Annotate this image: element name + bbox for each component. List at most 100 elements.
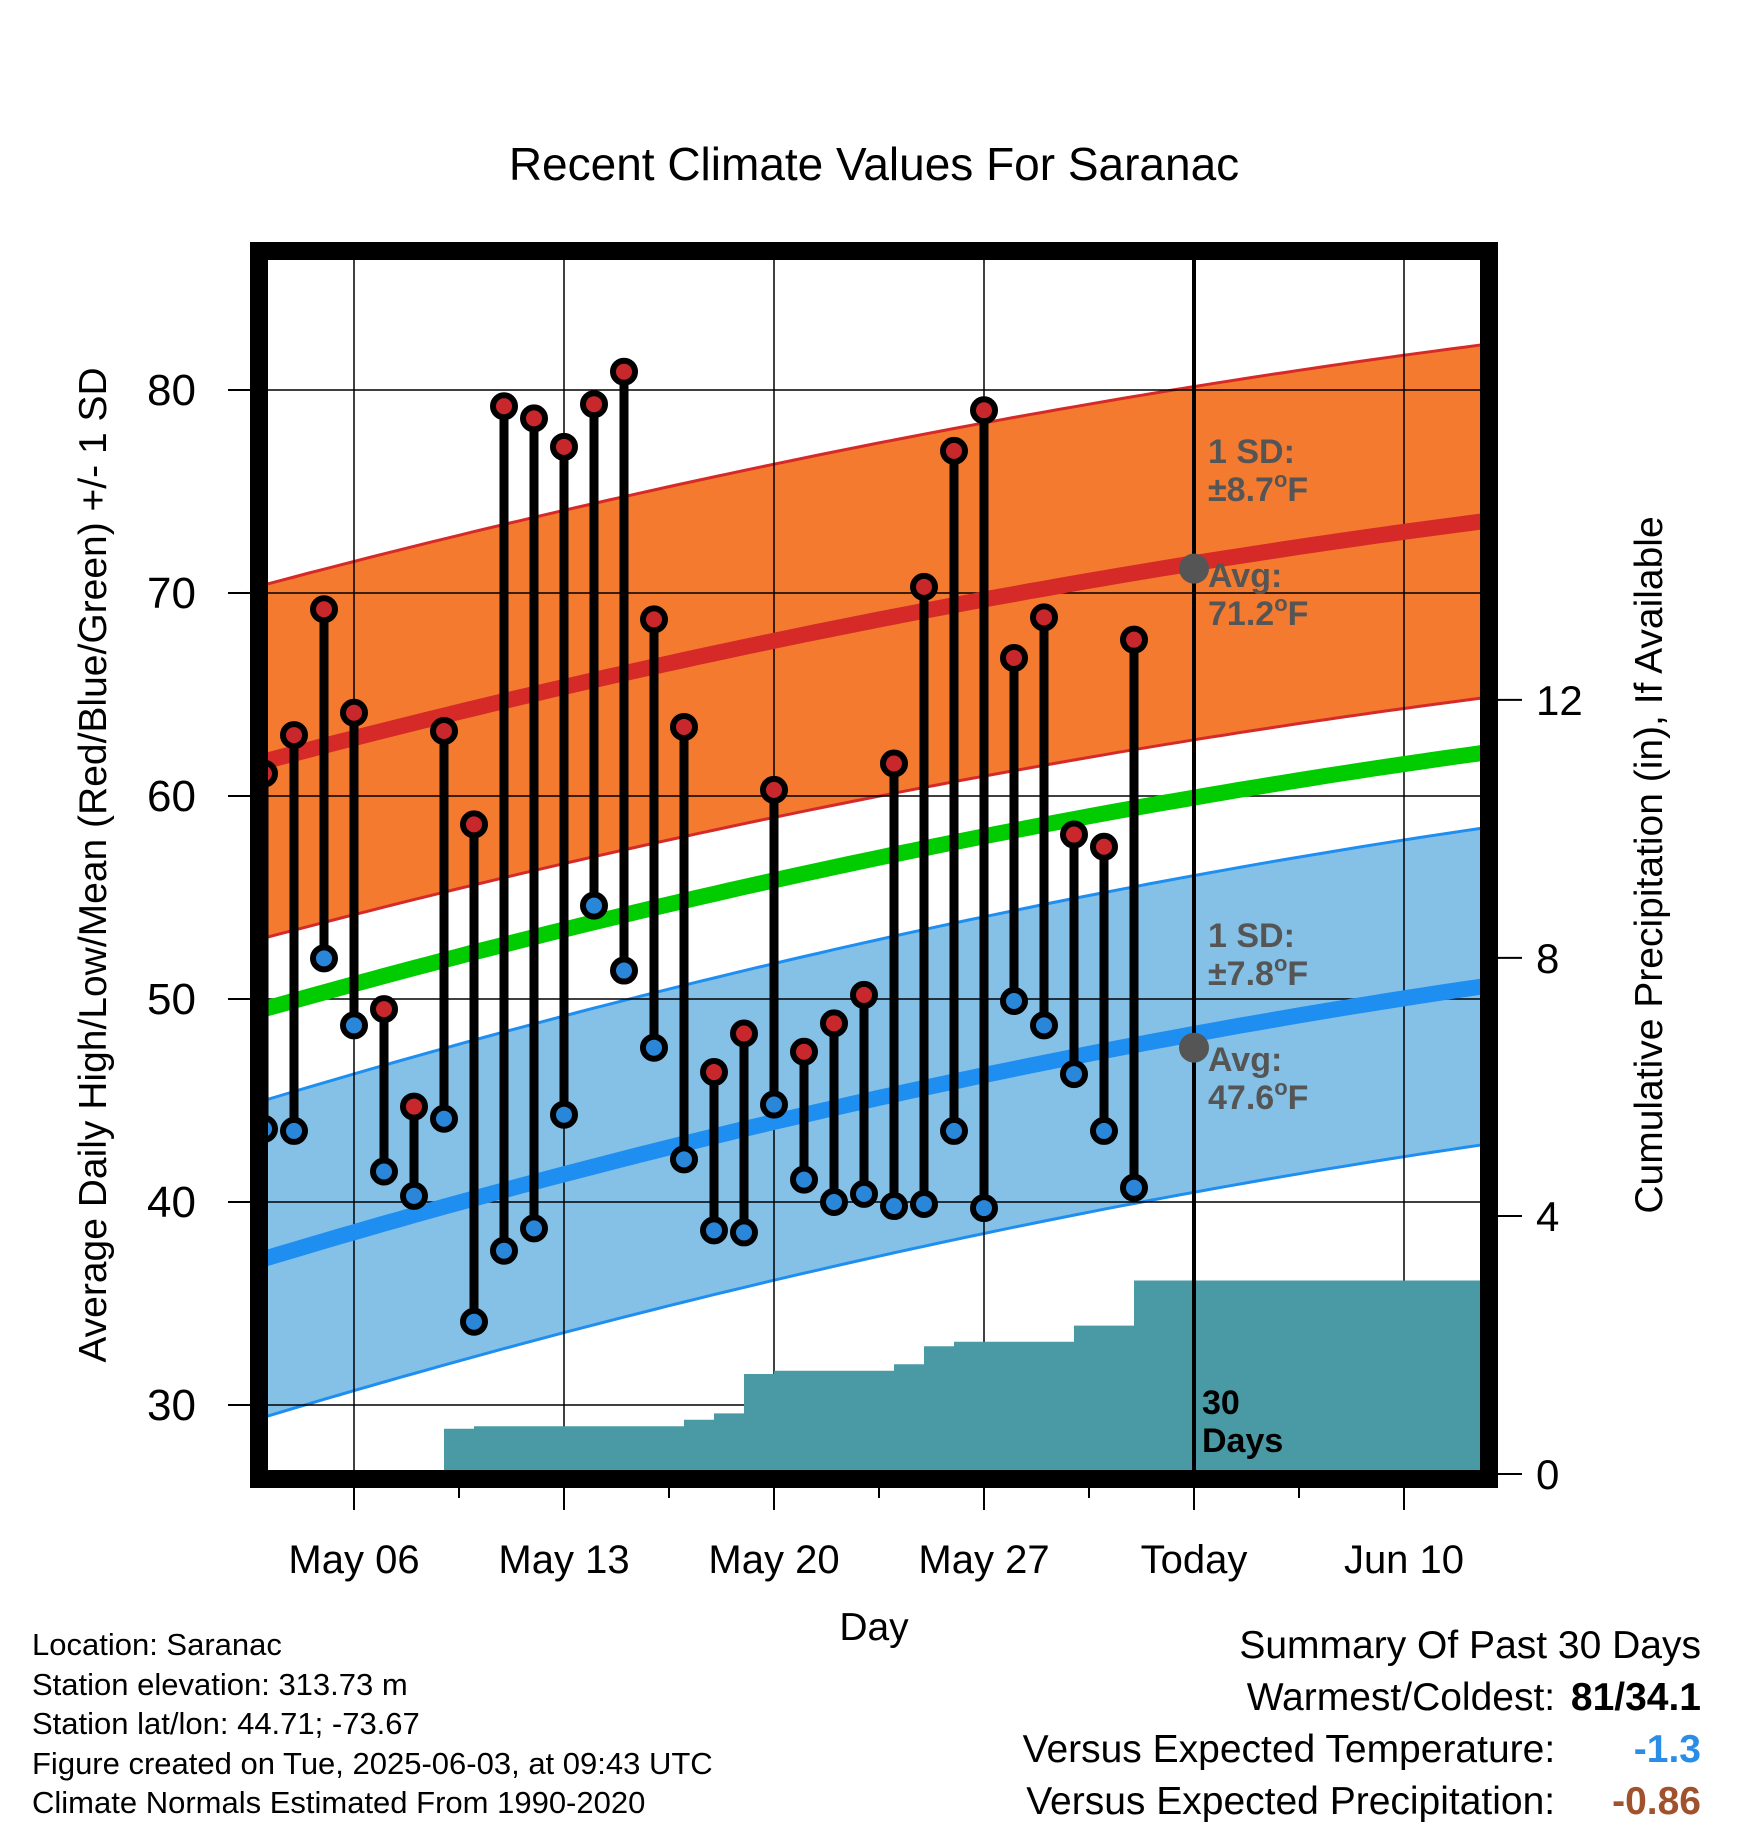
daily-low-point	[610, 956, 638, 985]
period-label-line-1: 30	[1202, 1384, 1240, 1422]
station-info: Location: Saranac Station elevation: 313…	[32, 1625, 713, 1823]
summary-title: Summary Of Past 30 Days	[1239, 1624, 1701, 1667]
daily-low-point	[1060, 1060, 1088, 1089]
daily-high-point	[880, 749, 908, 778]
daily-high-point	[700, 1058, 728, 1087]
x-tick-label: May 06	[288, 1538, 419, 1582]
low-sd-label-line-2: ±7.8oF	[1208, 951, 1308, 993]
daily-high-point	[580, 390, 608, 419]
precip-area-fill	[414, 1280, 1484, 1474]
x-tick-label: May 20	[708, 1538, 839, 1582]
low-avg-label-line-1: Avg:	[1208, 1041, 1282, 1079]
precip-value: -0.86	[1612, 1780, 1701, 1823]
daily-low-point	[760, 1090, 788, 1119]
daily-low-point	[280, 1116, 308, 1145]
latlon-text: Station lat/lon: 44.71; -73.67	[32, 1706, 420, 1741]
daily-low-point	[340, 1011, 368, 1040]
warmest-value: 81/34.1	[1570, 1676, 1701, 1719]
low-sd-band	[264, 826, 1484, 1419]
daily-high-point	[760, 775, 788, 804]
precip-area	[414, 1280, 1484, 1474]
daily-low-point	[400, 1181, 428, 1210]
daily-high-point	[610, 357, 638, 386]
elevation-text: Station elevation: 313.73 m	[32, 1666, 408, 1702]
y-axis-label-right: Cumulative Precipitation (in), If Availa…	[1628, 516, 1671, 1213]
chart-title: Recent Climate Values For Saranac	[509, 138, 1239, 190]
daily-low-point	[880, 1192, 908, 1221]
daily-high-point	[1000, 643, 1028, 672]
daily-low-point	[430, 1104, 458, 1133]
normal-high-line	[264, 513, 1484, 770]
daily-low-point	[370, 1157, 398, 1186]
daily-high-point	[670, 712, 698, 741]
daily-high-point	[340, 698, 368, 727]
temp-value: -1.3	[1633, 1728, 1701, 1771]
daily-high-point	[310, 595, 338, 624]
daily-high-point	[400, 1092, 428, 1121]
daily-high-point	[970, 396, 998, 425]
daily-high-point	[520, 404, 548, 433]
y-tick-label-left: 70	[147, 569, 196, 618]
high-sd-band	[264, 343, 1484, 940]
daily-low-point	[850, 1179, 878, 1208]
daily-low-point	[970, 1194, 998, 1223]
daily-high-point	[1090, 832, 1118, 861]
x-axis-label: Day	[839, 1606, 909, 1649]
daily-high-point	[490, 392, 518, 421]
daily-low-point	[310, 944, 338, 973]
high-sd-label-line-2: ±8.7oF	[1208, 467, 1308, 509]
daily-high-point	[790, 1037, 818, 1066]
y-tick-label-left: 30	[147, 1381, 196, 1430]
daily-low-point	[1000, 987, 1028, 1016]
daily-low-point	[940, 1116, 968, 1145]
daily-high-point	[910, 572, 938, 601]
daily-high-point	[280, 721, 308, 750]
daily-high-point	[1120, 625, 1148, 654]
daily-high-point	[730, 1019, 758, 1048]
daily-low-point	[1030, 1011, 1058, 1040]
daily-high-point	[640, 605, 668, 634]
normal-lines	[264, 513, 1484, 1267]
temp-label: Versus Expected Temperature:	[1022, 1728, 1556, 1771]
y-tick-label-right: 12	[1536, 677, 1583, 724]
daily-low-point	[550, 1100, 578, 1129]
y-tick-label-left: 50	[147, 975, 196, 1024]
daily-low-point	[700, 1216, 728, 1245]
normal-low-line	[264, 978, 1484, 1267]
daily-low-point	[580, 891, 608, 920]
today-low-normal-dot	[1179, 1032, 1209, 1063]
daily-high-point	[370, 995, 398, 1024]
period-label-line-2: Days	[1202, 1422, 1283, 1460]
precip-label: Versus Expected Precipitation:	[1026, 1780, 1556, 1823]
today-high-normal-dot	[1179, 553, 1209, 584]
summary-warmest-row: Warmest/Coldest: 81/34.1	[1023, 1672, 1701, 1724]
low-sd-label-line-1: 1 SD:	[1208, 917, 1295, 955]
daily-low-point	[790, 1165, 818, 1194]
high-avg-label-line-2: 71.2oF	[1208, 591, 1308, 633]
normal-bands	[264, 343, 1484, 1419]
daily-low-point	[460, 1307, 488, 1336]
x-tick-label: Today	[1141, 1538, 1248, 1582]
location-text: Location: Saranac	[32, 1627, 282, 1662]
plot-frame	[250, 242, 1498, 1488]
daily-low-point	[1090, 1116, 1118, 1145]
x-tick-label: Jun 10	[1344, 1538, 1464, 1582]
today-marker	[1179, 248, 1209, 1474]
high-avg-label-line-1: Avg:	[1208, 557, 1282, 595]
warmest-label: Warmest/Coldest:	[1246, 1676, 1556, 1719]
daily-low-point	[490, 1236, 518, 1265]
summary-panel: Summary Of Past 30 Days Warmest/Coldest:…	[1023, 1620, 1701, 1828]
daily-high-point	[820, 1009, 848, 1038]
y-tick-label-right: 4	[1536, 1193, 1559, 1240]
daily-high-point	[460, 810, 488, 839]
daily-high-point	[850, 980, 878, 1009]
low-avg-label-line-2: 47.6oF	[1208, 1075, 1308, 1117]
x-tick-label: May 13	[498, 1538, 629, 1582]
y-tick-label-left: 80	[147, 366, 196, 415]
x-tick-label: May 27	[918, 1538, 1049, 1582]
summary-temp-row: Versus Expected Temperature: -1.3	[1023, 1724, 1701, 1776]
daily-low-point	[820, 1187, 848, 1216]
daily-low-point	[670, 1145, 698, 1174]
daily-low-point	[520, 1214, 548, 1243]
